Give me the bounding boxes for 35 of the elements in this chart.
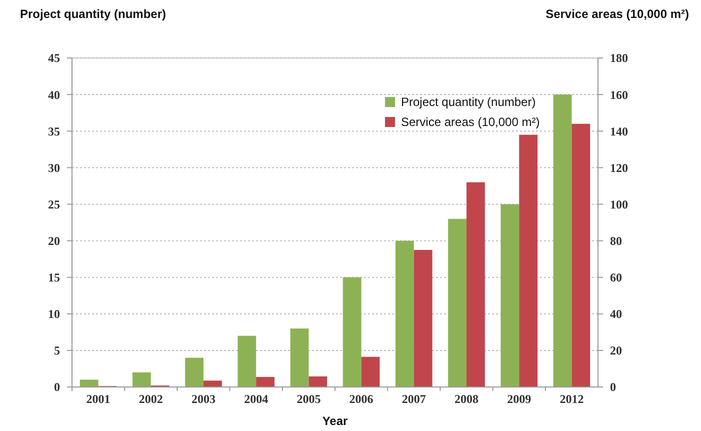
y2-tick-label: 40: [610, 307, 622, 322]
legend-label: Service areas (10,000 m²): [401, 115, 540, 129]
y-tick-label: 0: [54, 380, 60, 394]
y2-axis-title: Service areas (10,000 m²): [546, 7, 689, 21]
y-tick-label: 30: [48, 160, 60, 175]
y-tick-label: 35: [48, 124, 60, 138]
y2-tick-label: 0: [610, 380, 616, 394]
y-tick-label: 15: [48, 270, 60, 285]
y-tick-label: 25: [48, 197, 60, 212]
y2-tick-label: 180: [610, 51, 628, 66]
y2-tick-label: 80: [610, 234, 622, 248]
y2-tick-label: 60: [610, 270, 622, 285]
y-tick-label: 40: [48, 88, 60, 102]
x-axis-title: Year: [322, 414, 348, 428]
y-tick-label: 10: [48, 307, 60, 322]
x-tick-label: 2001: [86, 392, 110, 406]
y-tick-label: 45: [48, 51, 60, 66]
y2-tick-label: 120: [610, 160, 628, 175]
y-axis-title: Project quantity (number): [20, 7, 166, 21]
x-tick-label: 2012: [560, 392, 584, 406]
legend-label: Project quantity (number): [401, 95, 536, 109]
x-tick-label: 2007: [402, 392, 426, 406]
x-tick-label: 2002: [138, 392, 163, 406]
y-tick-label: 20: [48, 234, 60, 248]
x-tick-label: 2006: [349, 392, 374, 406]
x-tick-label: 2009: [507, 392, 532, 406]
y2-tick-label: 100: [610, 197, 628, 212]
x-tick-label: 2003: [192, 392, 216, 406]
y-tick-label: 5: [54, 344, 60, 358]
y2-tick-label: 140: [610, 124, 628, 138]
x-tick-label: 2008: [454, 392, 478, 406]
x-tick-label: 2004: [244, 392, 268, 406]
x-tick-label: 2005: [296, 392, 321, 406]
y2-tick-label: 20: [610, 344, 622, 358]
y2-tick-label: 160: [610, 88, 628, 102]
